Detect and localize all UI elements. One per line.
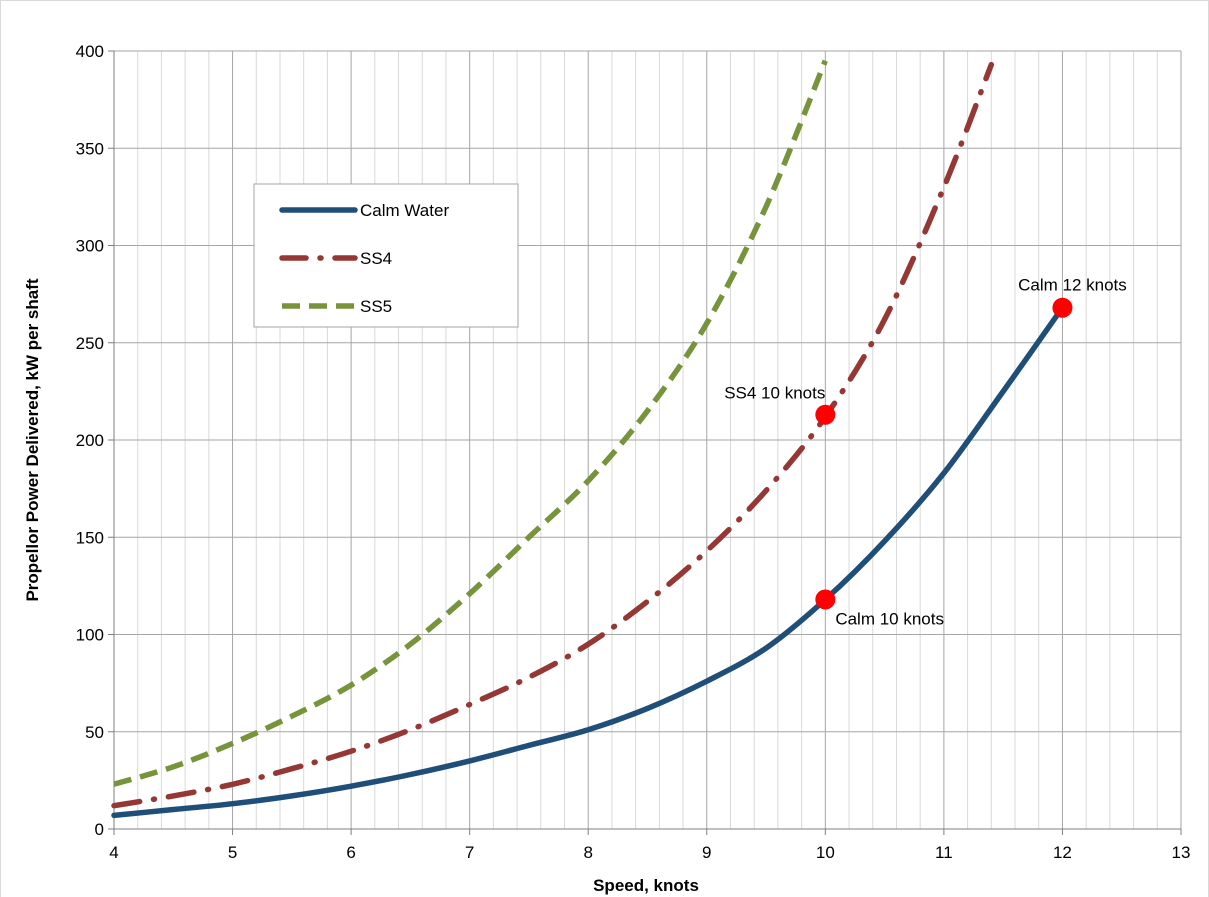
annotation-label: Calm 10 knots (835, 609, 944, 628)
x-tick-label: 7 (465, 843, 474, 862)
y-axis-title: Propellor Power Delivered, kW per shaft (23, 278, 42, 601)
x-tick-label: 4 (109, 843, 118, 862)
y-tick-label: 250 (76, 334, 104, 353)
series-line-ss5 (113, 59, 828, 787)
legend: Calm Water SS4 SS5 (253, 183, 519, 328)
annotation-layer: Calm 12 knots SS4 10 knots Calm 10 knots (724, 276, 1127, 629)
annotation-marker (1052, 297, 1073, 318)
y-tick-label: 350 (76, 139, 104, 158)
y-tick-label: 150 (76, 528, 104, 547)
annotation-label: Calm 12 knots (1018, 276, 1127, 295)
x-tick-label: 13 (1172, 843, 1191, 862)
y-tick-label: 100 (76, 626, 104, 645)
legend-label-ss5: SS5 (360, 297, 392, 316)
y-tick-label: 300 (76, 237, 104, 256)
y-tick-label: 200 (76, 431, 104, 450)
x-tick-label: 8 (583, 843, 592, 862)
x-tick-label: 10 (816, 843, 835, 862)
y-tick-label: 0 (95, 820, 104, 839)
annotation-marker (815, 404, 836, 425)
x-tick-label: 12 (1053, 843, 1072, 862)
series-layer (111, 59, 1066, 819)
annotation-label: SS4 10 knots (724, 384, 825, 403)
axes (108, 50, 1182, 835)
x-tick-label: 9 (702, 843, 711, 862)
y-tick-label: 400 (76, 42, 104, 61)
series-line-ss4 (111, 61, 995, 809)
y-tick-label: 50 (85, 723, 104, 742)
tick-labels: 4 5 6 7 8 9 10 11 12 13 0 50 100 150 200 250 300 350 400 (76, 42, 1191, 862)
legend-label-calm-water: Calm Water (360, 201, 449, 220)
series-line-calm-water (111, 304, 1066, 819)
x-tick-label: 5 (228, 843, 237, 862)
annotation-marker (815, 589, 836, 610)
x-axis-title: Speed, knots (593, 876, 699, 895)
legend-label-ss4: SS4 (360, 249, 392, 268)
x-tick-label: 6 (346, 843, 355, 862)
x-tick-label: 11 (935, 843, 953, 862)
